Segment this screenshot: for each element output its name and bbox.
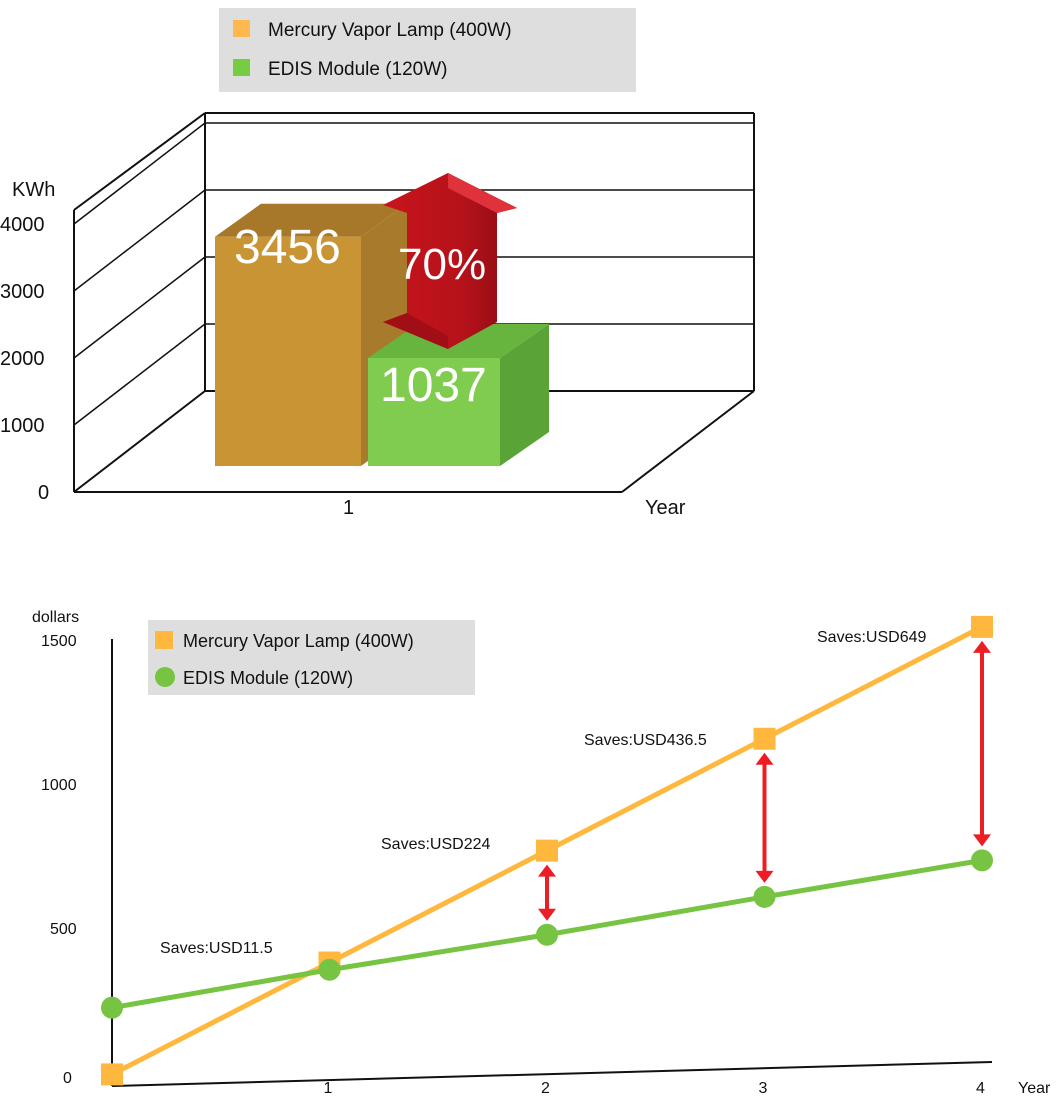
y-tick-1500: 1500 — [41, 633, 77, 650]
gridline-diag-1000 — [73, 323, 206, 426]
point-edis-1 — [318, 958, 341, 981]
savings-arrows — [538, 640, 991, 921]
point-mercury-2 — [536, 839, 558, 862]
x-tick-label-4: 4 — [976, 1080, 985, 1097]
gridline-diag-4000 — [73, 122, 206, 225]
line-chart: dollars Year 0 500 1000 1500 1 2 3 4 Saves:… — [32, 609, 1051, 1097]
point-edis-2 — [536, 923, 558, 946]
line-chart-legend: Mercury Vapor Lamp (400W) EDIS Module (1… — [148, 620, 475, 695]
savings-arrow-4 — [973, 640, 991, 847]
reduction-percent-label: 70% — [398, 240, 486, 289]
y-tick-label-4000: 4000 — [0, 214, 45, 236]
annotation-saves-1: Saves:USD11.5 — [160, 940, 273, 957]
annotation-saves-4: Saves:USD649 — [817, 629, 926, 646]
legend-swatch-mercury — [233, 20, 250, 37]
x-axis — [111, 1061, 993, 1087]
y-tick-label-2000: 2000 — [0, 348, 45, 370]
point-mercury-4 — [971, 615, 993, 638]
legend-swatch-edis — [233, 59, 250, 76]
bar-chart-legend: Mercury Vapor Lamp (400W) EDIS Module (1… — [219, 8, 636, 92]
savings-arrow-3 — [755, 752, 774, 883]
bar-edis — [368, 324, 549, 466]
y-tick-label-3000: 3000 — [0, 281, 45, 303]
y-tick-0: 0 — [63, 1070, 72, 1087]
legend-marker-edis — [155, 667, 175, 687]
gridline-diag-3000 — [73, 189, 206, 292]
legend-label-edis-2: EDIS Module (120W) — [183, 668, 353, 688]
bar-value-label-mercury: 3456 — [234, 221, 341, 274]
line-series — [101, 615, 993, 1086]
y-axis-label-2: dollars — [32, 609, 79, 626]
savings-annotations: Saves:USD11.5 Saves:USD224 Saves:USD436.5 S… — [160, 629, 926, 957]
bar-chart: Mercury Vapor Lamp (400W) EDIS Module (1… — [0, 8, 755, 519]
bar-value-label-edis: 1037 — [380, 359, 487, 412]
legend-label-mercury-2: Mercury Vapor Lamp (400W) — [183, 631, 414, 651]
legend-label-edis: EDIS Module (120W) — [268, 59, 448, 80]
y-tick-label-0: 0 — [38, 482, 49, 504]
legend-label-mercury: Mercury Vapor Lamp (400W) — [268, 20, 512, 41]
x-axis-ticks: 1 2 3 4 — [324, 1080, 986, 1097]
y-axis-ticks: 0 1000 2000 3000 4000 — [0, 214, 49, 504]
point-mercury-3 — [753, 727, 776, 750]
reduction-arrow — [383, 173, 517, 349]
y-tick-500: 500 — [50, 921, 77, 938]
x-tick-label-2: 2 — [541, 1080, 550, 1097]
x-tick-label-1: 1 — [324, 1080, 333, 1097]
point-edis-4 — [971, 849, 993, 872]
y-axis-label: KWh — [12, 179, 55, 201]
y-tick-1000: 1000 — [41, 777, 77, 794]
annotation-saves-2: Saves:USD224 — [381, 836, 490, 853]
point-edis-0 — [101, 996, 123, 1019]
y-tick-label-1000: 1000 — [0, 415, 45, 437]
gridline-diag-2000 — [73, 256, 206, 359]
x-axis-label-2: Year — [1018, 1080, 1051, 1097]
legend-marker-mercury — [155, 631, 173, 649]
annotation-saves-3: Saves:USD436.5 — [584, 732, 707, 749]
point-edis-3 — [753, 885, 776, 908]
x-tick-label-3: 3 — [759, 1080, 768, 1097]
savings-arrow-2 — [538, 864, 556, 921]
x-tick-label: 1 — [343, 497, 354, 519]
point-mercury-0 — [101, 1063, 123, 1086]
legend-background-2 — [148, 620, 475, 695]
legend-background — [219, 8, 636, 92]
x-axis-label: Year — [645, 497, 686, 519]
